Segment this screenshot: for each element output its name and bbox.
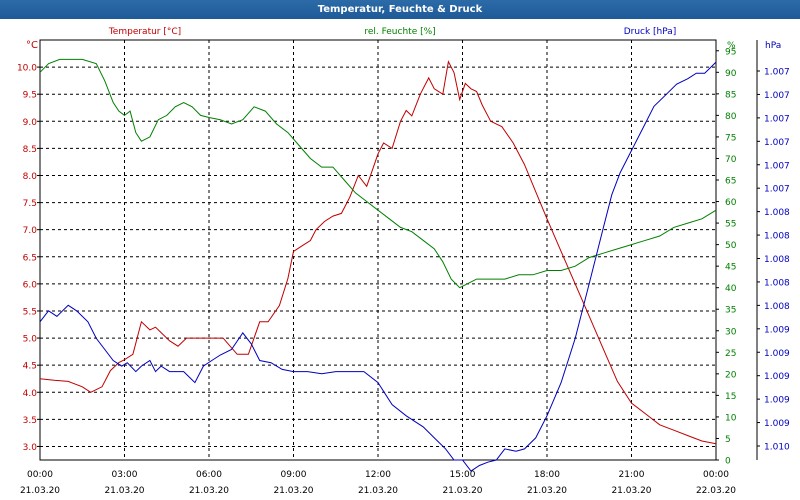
left-tick-label: 5.0 [23, 335, 38, 345]
left-tick-label: 8.0 [23, 172, 38, 182]
mid-tick-label: 5 [725, 435, 731, 445]
x-tick-date: 21.03.20 [20, 486, 60, 496]
x-tick-time: 06:00 [196, 470, 222, 480]
left-tick-label: 4.5 [23, 362, 37, 372]
x-tick-time: 15:00 [450, 470, 476, 480]
mid-tick-label: 95 [725, 47, 736, 57]
legend-humidity: rel. Feuchte [%] [364, 27, 435, 37]
right-tick-label: 1.008 [764, 232, 790, 242]
mid-axis-unit: % [727, 41, 736, 51]
mid-tick-label: 80 [725, 112, 737, 122]
temperature-line [39, 60, 717, 445]
x-tick-time: 21:00 [619, 470, 645, 480]
right-tick-label: 1.008 [764, 208, 790, 218]
right-tick-label: 1.009 [764, 419, 790, 429]
mid-tick-label: 60 [725, 198, 737, 208]
x-tick-time: 03:00 [112, 470, 138, 480]
left-axis-unit: °C [26, 40, 38, 51]
right-axis-unit: hPa [765, 41, 781, 51]
x-tick-date: 21.03.20 [358, 486, 398, 496]
right-tick-label: 1.009 [764, 349, 790, 359]
left-tick-label: 6.5 [23, 253, 37, 263]
window-title: Temperatur, Feuchte & Druck [0, 0, 800, 19]
left-tick-label: 3.0 [23, 443, 38, 453]
right-tick-label: 1.007 [764, 114, 790, 124]
x-tick-date: 21.03.20 [104, 486, 144, 496]
right-tick-label: 1.009 [764, 372, 790, 382]
mid-tick-label: 70 [725, 155, 737, 165]
x-tick-time: 00:00 [27, 470, 53, 480]
right-tick-label: 1.008 [764, 302, 790, 312]
mid-tick-label: 65 [725, 177, 736, 187]
mid-tick-label: 25 [725, 349, 736, 359]
right-axis-ticks: 1.010 1.009 1.009 1.009 1.009 1.009 1.008 1.008… [757, 68, 790, 453]
right-tick-label: 1.010 [764, 443, 790, 453]
legend-temperature: Temperatur [°C] [108, 27, 181, 37]
plot-frame [39, 39, 758, 461]
right-tick-label: 1.007 [764, 161, 790, 171]
mid-tick-label: 40 [725, 284, 737, 294]
mid-tick-label: 85 [725, 90, 736, 100]
left-tick-label: 3.5 [23, 416, 37, 426]
series-layer [39, 58, 717, 472]
right-tick-label: 1.009 [764, 396, 790, 406]
legend-pressure: Druck [hPa] [624, 27, 677, 37]
left-tick-label: 7.5 [23, 199, 37, 209]
right-tick-label: 1.007 [764, 138, 790, 148]
right-tick-label: 1.007 [764, 91, 790, 101]
right-tick-label: 1.008 [764, 278, 790, 288]
humidity-line [39, 58, 717, 289]
pressure-line [39, 61, 717, 472]
mid-axis-ticks: 0 5 10 15 20 25 30 35 40 45 50 55 60 65 70 75 80 85 90 95 [716, 47, 737, 467]
right-tick-label: 1.009 [764, 325, 790, 335]
x-tick-time: 00:00 [703, 470, 729, 480]
left-tick-label: 4.0 [23, 389, 38, 399]
x-tick-date: 21.03.20 [442, 486, 482, 496]
left-axis-ticks: 3.0 3.5 4.0 4.5 5.0 5.5 6.0 6.5 7.0 7.5 8.0 8.5 9.0 9… [17, 64, 40, 453]
mid-tick-label: 55 [725, 220, 736, 230]
mid-tick-label: 75 [725, 133, 736, 143]
left-tick-label: 8.5 [23, 145, 37, 155]
left-tick-label: 7.0 [23, 226, 38, 236]
mid-tick-label: 30 [725, 327, 737, 337]
left-tick-label: 10.0 [17, 64, 37, 74]
mid-tick-label: 35 [725, 306, 736, 316]
x-tick-date: 21.03.20 [527, 486, 567, 496]
mid-tick-label: 10 [725, 413, 737, 423]
right-tick-label: 1.007 [764, 185, 790, 195]
left-tick-label: 9.5 [23, 91, 37, 101]
mid-tick-label: 15 [725, 392, 736, 402]
x-tick-date: 21.03.20 [273, 486, 313, 496]
left-tick-label: 6.0 [23, 280, 38, 290]
right-tick-label: 1.008 [764, 255, 790, 265]
left-tick-label: 9.0 [23, 118, 38, 128]
x-tick-time: 09:00 [281, 470, 307, 480]
plot-border [39, 39, 717, 461]
x-axis-ticks: 00:00 21.03.20 03:00 21.03.20 06:00 21.03.20 0… [20, 470, 736, 496]
x-tick-time: 12:00 [365, 470, 391, 480]
mid-tick-label: 50 [725, 241, 737, 251]
mid-tick-label: 0 [725, 457, 731, 467]
x-tick-time: 18:00 [534, 470, 560, 480]
mid-tick-label: 90 [725, 69, 737, 79]
x-tick-date: 22.03.20 [696, 486, 736, 496]
x-tick-date: 21.03.20 [611, 486, 651, 496]
right-tick-label: 1.007 [764, 68, 790, 78]
mid-tick-label: 45 [725, 263, 736, 273]
left-tick-label: 5.5 [23, 307, 37, 317]
x-tick-date: 21.03.20 [189, 486, 229, 496]
mid-tick-label: 20 [725, 370, 737, 380]
